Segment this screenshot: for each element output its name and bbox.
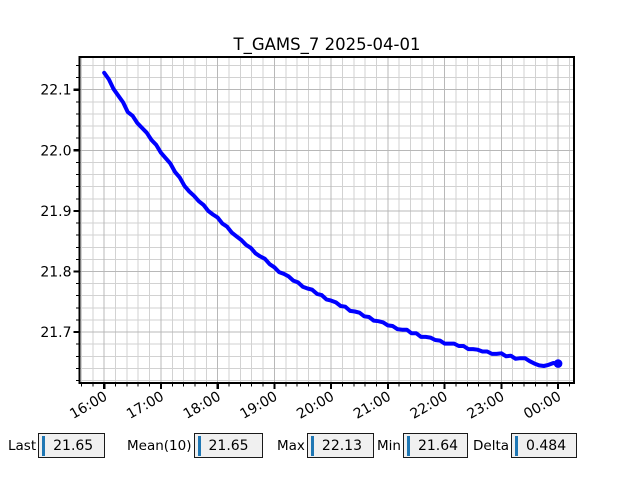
text-cursor-icon bbox=[515, 435, 519, 456]
y-tick-labels: 21.7 21.8 21.9 22.0 22.1 bbox=[40, 83, 71, 341]
stat-value-min: 21.64 bbox=[417, 437, 459, 454]
stat-label-max: Max bbox=[277, 437, 305, 454]
stat-textbox-min[interactable]: 21.64 bbox=[402, 433, 468, 458]
last-point-marker bbox=[553, 359, 563, 368]
y-tick-label: 21.7 bbox=[40, 325, 71, 341]
x-tick-label: 00:00 bbox=[521, 389, 564, 423]
y-tick-label: 22.0 bbox=[40, 143, 71, 159]
stat-textbox-mean[interactable]: 21.65 bbox=[193, 433, 263, 458]
stat-label-last: Last bbox=[8, 437, 37, 454]
stat-mean: Mean(10) 21.65 bbox=[127, 433, 263, 458]
stat-delta: Delta 0.484 bbox=[473, 433, 578, 458]
text-cursor-icon bbox=[406, 435, 410, 456]
y-tick-label: 21.8 bbox=[40, 265, 71, 281]
x-tick-label: 21:00 bbox=[351, 389, 394, 423]
x-tick-label: 23:00 bbox=[464, 389, 507, 423]
stat-value-max: 22.13 bbox=[321, 437, 363, 454]
stat-value-delta: 0.484 bbox=[526, 437, 567, 454]
stat-textbox-delta[interactable]: 0.484 bbox=[511, 433, 578, 458]
stat-label-delta: Delta bbox=[473, 437, 510, 454]
text-cursor-icon bbox=[310, 435, 314, 456]
x-tick-label: 16:00 bbox=[67, 389, 110, 423]
stat-textbox-max[interactable]: 22.13 bbox=[306, 433, 374, 458]
stat-value-last: 21.65 bbox=[53, 437, 94, 454]
stat-label-min: Min bbox=[377, 437, 401, 454]
x-tick-label: 20:00 bbox=[294, 389, 337, 423]
axes-frame bbox=[78, 56, 575, 384]
x-tick-labels: 16:00 17:00 18:00 19:00 20:00 21:00 22:00 23:00… bbox=[67, 389, 564, 423]
stat-max: Max 22.13 bbox=[277, 433, 374, 458]
grid-minor bbox=[79, 57, 574, 383]
grid-major bbox=[79, 57, 574, 383]
stat-value-mean: 21.65 bbox=[208, 437, 249, 454]
data-line bbox=[102, 70, 561, 368]
stat-min: Min 21.64 bbox=[377, 433, 468, 458]
x-tick-label: 18:00 bbox=[181, 389, 224, 423]
text-cursor-icon bbox=[42, 435, 46, 456]
x-tick-label: 22:00 bbox=[408, 389, 451, 423]
stat-last: Last 21.65 bbox=[8, 433, 106, 458]
x-tick-label: 17:00 bbox=[124, 389, 167, 423]
stat-label-mean: Mean(10) bbox=[127, 437, 192, 454]
stat-textbox-last[interactable]: 21.65 bbox=[38, 433, 106, 458]
text-cursor-icon bbox=[197, 435, 201, 456]
y-tick-label: 22.1 bbox=[40, 83, 71, 99]
chart-title: T_GAMS_7 2025-04-01 bbox=[233, 35, 421, 54]
x-tick-label: 19:00 bbox=[237, 389, 280, 423]
y-tick-label: 21.9 bbox=[40, 204, 71, 220]
